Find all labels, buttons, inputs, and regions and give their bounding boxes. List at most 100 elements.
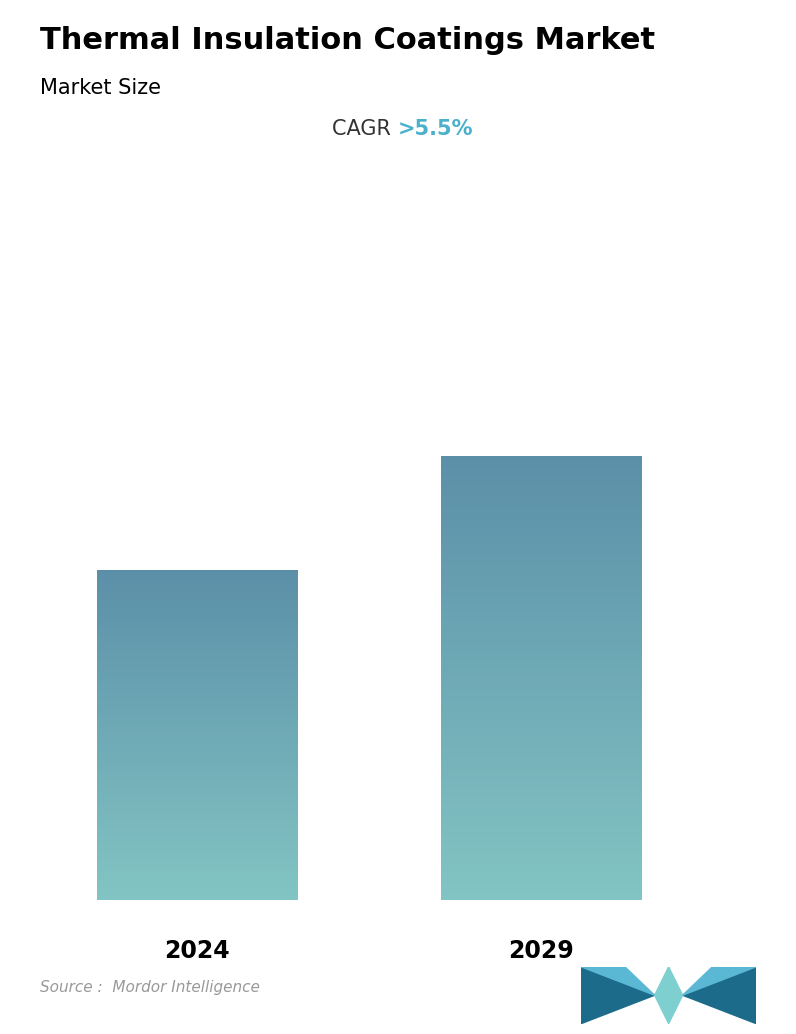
Bar [441, 821, 642, 822]
Bar [441, 827, 642, 828]
Bar [441, 484, 642, 485]
Bar [441, 509, 642, 511]
Bar [441, 460, 642, 461]
Bar [441, 524, 642, 526]
Text: >5.5%: >5.5% [398, 119, 474, 139]
Bar [441, 536, 642, 537]
Bar [441, 576, 642, 577]
Bar [441, 723, 642, 725]
Bar [441, 895, 642, 896]
Bar [441, 783, 642, 784]
Bar [441, 547, 642, 548]
Bar [441, 556, 642, 557]
Bar [441, 549, 642, 550]
Bar [441, 521, 642, 522]
Bar [441, 813, 642, 814]
Bar [441, 626, 642, 627]
Bar [441, 475, 642, 476]
Bar [441, 868, 642, 869]
Bar [441, 880, 642, 881]
Bar [441, 851, 642, 852]
Bar [441, 889, 642, 890]
Bar [441, 780, 642, 781]
Bar [441, 726, 642, 727]
Bar [441, 808, 642, 809]
Bar [441, 614, 642, 615]
Bar [441, 465, 642, 466]
Bar [441, 512, 642, 513]
Bar [441, 718, 642, 719]
Bar [441, 853, 642, 854]
Bar [441, 490, 642, 491]
Bar [441, 788, 642, 789]
Polygon shape [581, 967, 654, 1024]
Bar [441, 841, 642, 842]
Bar [441, 840, 642, 841]
Bar [441, 762, 642, 763]
Bar [441, 522, 642, 523]
Bar [441, 885, 642, 886]
Bar [441, 482, 642, 483]
Bar [441, 815, 642, 817]
Bar [441, 842, 642, 843]
Bar [441, 564, 642, 565]
Bar [441, 670, 642, 671]
Text: Thermal Insulation Coatings Market: Thermal Insulation Coatings Market [40, 26, 655, 55]
Bar [441, 642, 642, 643]
Bar [441, 627, 642, 628]
Bar [441, 738, 642, 740]
Bar [441, 756, 642, 757]
Bar [441, 534, 642, 535]
Bar [441, 883, 642, 884]
Bar [441, 474, 642, 475]
Bar [441, 862, 642, 863]
Bar [441, 666, 642, 667]
Bar [441, 737, 642, 738]
Bar [441, 503, 642, 504]
Bar [441, 696, 642, 697]
Bar [441, 640, 642, 641]
Bar [441, 587, 642, 588]
Text: Market Size: Market Size [40, 78, 161, 97]
Bar [441, 611, 642, 612]
Bar [441, 596, 642, 597]
Bar [441, 495, 642, 496]
Bar [441, 578, 642, 579]
Bar [441, 814, 642, 815]
Bar [441, 781, 642, 782]
Bar [441, 488, 642, 489]
Bar [441, 478, 642, 480]
Bar [441, 678, 642, 679]
Bar [441, 513, 642, 514]
Bar [441, 829, 642, 831]
Bar [441, 870, 642, 871]
Bar [441, 753, 642, 755]
Text: CAGR: CAGR [333, 119, 398, 139]
Bar [441, 461, 642, 462]
Bar [441, 497, 642, 498]
Bar [441, 467, 642, 468]
Bar [441, 613, 642, 614]
Bar [441, 498, 642, 499]
Bar [441, 879, 642, 880]
Bar [441, 568, 642, 569]
Bar [441, 760, 642, 761]
Bar [441, 694, 642, 695]
Bar [441, 707, 642, 709]
Bar [441, 828, 642, 829]
Bar [441, 798, 642, 799]
Bar [441, 501, 642, 503]
Bar [441, 843, 642, 844]
Bar [441, 580, 642, 581]
Bar [441, 565, 642, 566]
Bar [441, 701, 642, 702]
Bar [441, 625, 642, 626]
Bar [441, 538, 642, 539]
Bar [441, 487, 642, 488]
Bar [441, 899, 642, 900]
Bar [441, 588, 642, 589]
Bar [441, 659, 642, 660]
Bar [441, 577, 642, 578]
Bar [441, 832, 642, 833]
Bar [441, 468, 642, 469]
